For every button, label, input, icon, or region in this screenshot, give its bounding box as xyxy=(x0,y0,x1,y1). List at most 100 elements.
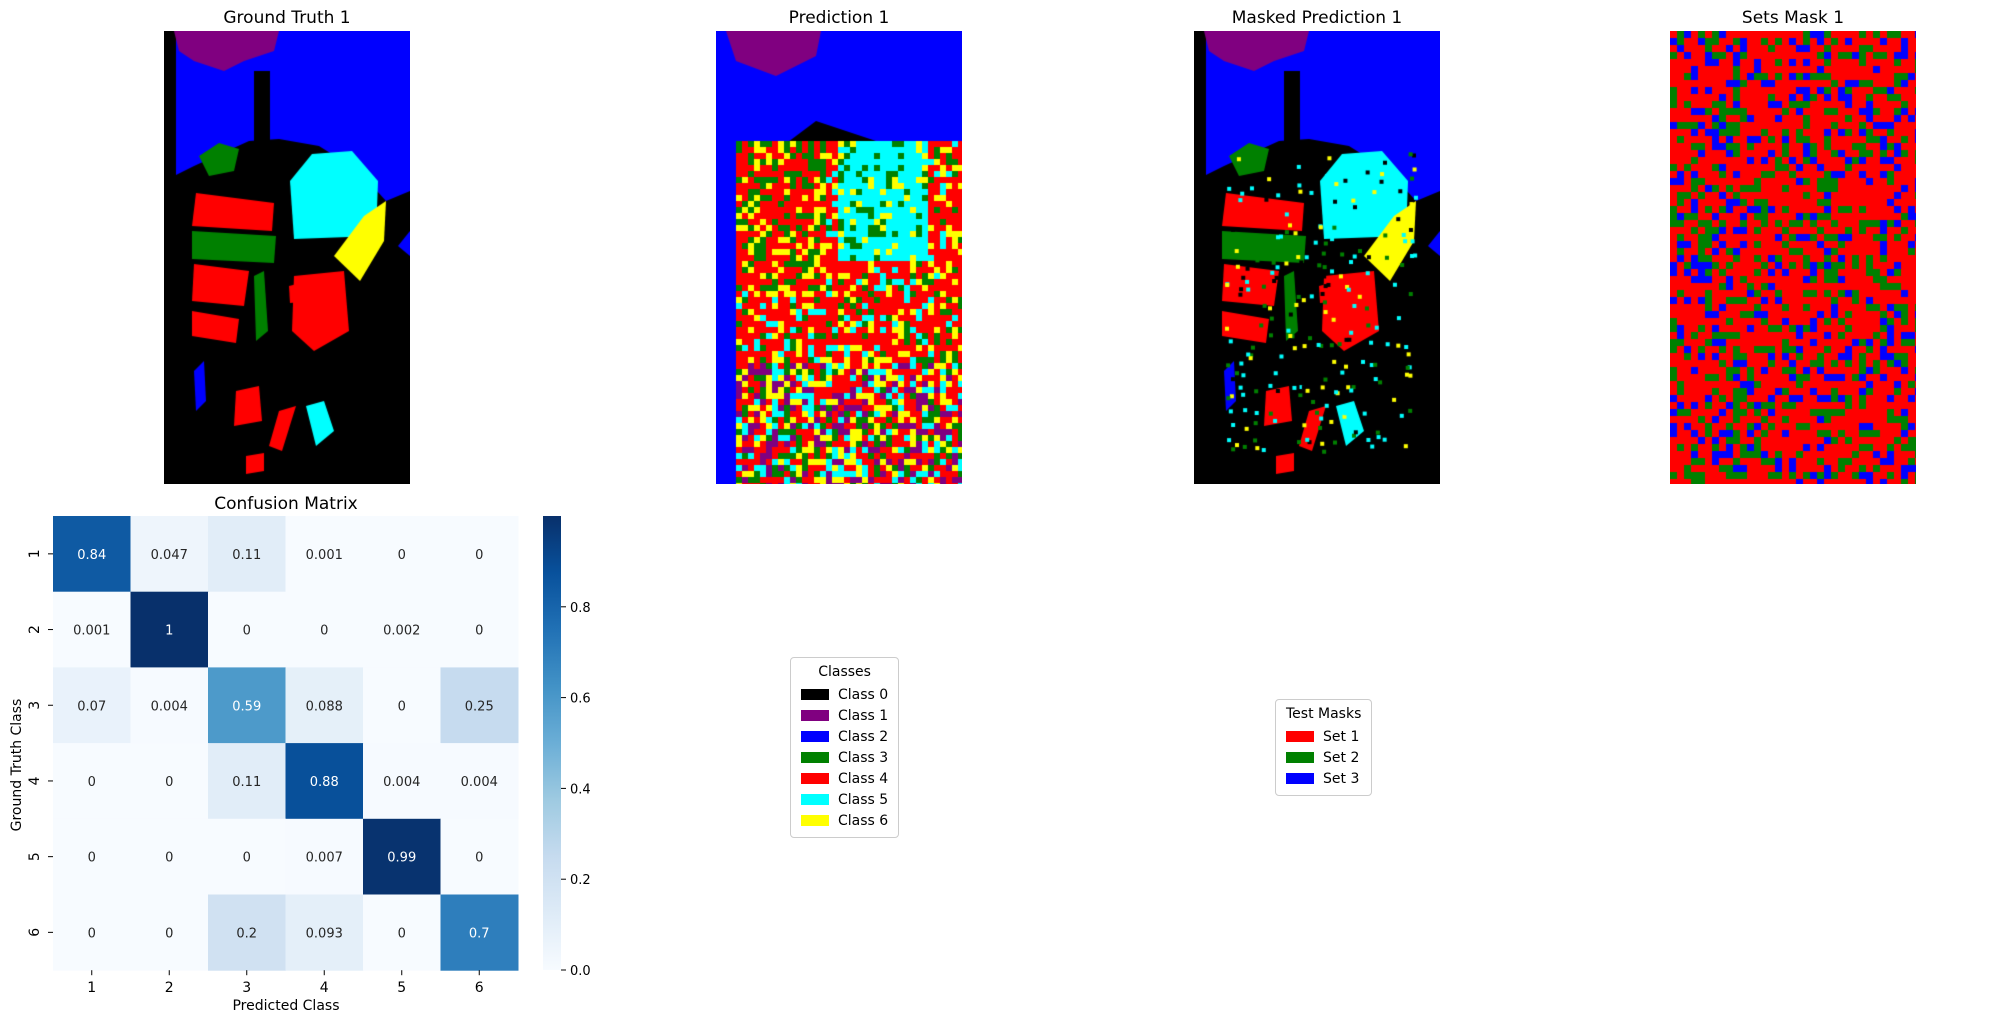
cell-value-label: 0 xyxy=(243,851,251,866)
cell-value-label: 0 xyxy=(165,851,173,866)
classes-legend-swatch xyxy=(801,731,829,742)
sets-legend-label: Set 1 xyxy=(1323,728,1360,745)
heatmap-cell xyxy=(53,591,131,668)
heatmap-cell xyxy=(53,894,131,971)
cell-value-label: 0.84 xyxy=(77,548,106,563)
sets-legend-swatch xyxy=(1286,773,1314,784)
x-tick-label: 6 xyxy=(475,980,484,996)
cell-value-label: 0 xyxy=(88,926,96,941)
heatmap-cell xyxy=(208,894,286,971)
cell-value-label: 0 xyxy=(475,548,483,563)
heatmap-cell xyxy=(285,591,364,668)
heatmap-cell xyxy=(440,894,519,971)
cell-value-label: 0.2 xyxy=(236,926,257,941)
heatmap-cell xyxy=(285,516,364,593)
cell-value-label: 0.88 xyxy=(310,775,339,790)
classes-legend-swatch xyxy=(801,689,829,700)
heatmap-cell xyxy=(208,591,286,668)
heatmap-cell xyxy=(53,818,131,895)
cell-value-label: 0.11 xyxy=(232,548,261,563)
x-tick-label: 5 xyxy=(397,980,406,996)
classes-legend: Classes Class 0 Class 1 Class 2 Class 3 Clas… xyxy=(790,657,900,838)
classes-legend-swatch xyxy=(801,710,829,721)
sets-legend-label: Set 2 xyxy=(1323,749,1360,766)
cell-value-label: 0 xyxy=(320,624,328,639)
y-tick-label: 2 xyxy=(27,625,43,634)
sets-legend-swatch xyxy=(1286,731,1314,742)
cell-value-label: 0 xyxy=(475,851,483,866)
classes-legend-label: Class 0 xyxy=(838,686,889,703)
heatmap-cell xyxy=(53,743,131,820)
cell-value-label: 0 xyxy=(88,775,96,790)
sets-legend-item: Set 2 xyxy=(1286,747,1361,768)
cell-value-label: 0.047 xyxy=(151,548,188,563)
x-axis-label: Predicted Class xyxy=(232,998,339,1011)
confusion-matrix-title: Confusion Matrix xyxy=(214,494,358,514)
y-tick-label: 5 xyxy=(27,852,43,861)
classes-legend-label: Class 5 xyxy=(838,791,889,808)
ground-truth-title: Ground Truth 1 xyxy=(223,8,351,28)
prediction-map xyxy=(716,31,962,484)
x-tick-label: 1 xyxy=(87,980,96,996)
y-axis-label: Ground Truth Class xyxy=(9,699,25,832)
heatmap-cell xyxy=(363,667,441,744)
heatmap-cell xyxy=(440,743,519,820)
cell-value-label: 0.001 xyxy=(73,624,110,639)
cell-value-label: 0.004 xyxy=(383,775,420,790)
y-tick-label: 6 xyxy=(27,928,43,937)
sets-legend-item: Set 3 xyxy=(1286,768,1361,789)
cell-value-label: 0.59 xyxy=(232,699,261,714)
classes-legend-item: Class 0 xyxy=(801,684,888,705)
confusion-matrix-chart: Confusion Matrix 0.84 0.047 0.11 0.001 0 00.0… xyxy=(9,494,591,1011)
colorbar xyxy=(543,516,561,970)
heatmap-cell xyxy=(285,667,364,744)
cell-value-label: 0 xyxy=(475,624,483,639)
cell-value-label: 0.99 xyxy=(387,851,416,866)
heatmap-cell xyxy=(130,818,209,895)
sets-legend-label: Set 3 xyxy=(1323,770,1360,787)
classes-legend-label: Class 3 xyxy=(838,749,889,766)
classes-legend-swatch xyxy=(801,794,829,805)
heatmap-cell xyxy=(440,818,519,895)
cell-value-label: 0.07 xyxy=(77,699,106,714)
cell-value-label: 1 xyxy=(165,624,173,639)
y-tick-label: 1 xyxy=(27,549,43,558)
test-masks-legend: Test Masks Set 1 Set 2 Set 3 xyxy=(1275,699,1373,796)
classes-legend-item: Class 1 xyxy=(801,705,888,726)
colorbar-tick-label: 0.8 xyxy=(570,601,591,616)
x-tick-label: 4 xyxy=(320,980,329,996)
cell-value-label: 0.25 xyxy=(465,699,494,714)
heatmap-cell xyxy=(363,516,441,593)
ground-truth-map xyxy=(164,31,410,484)
sets-legend-swatch xyxy=(1286,752,1314,763)
cell-value-label: 0 xyxy=(243,624,251,639)
y-tick-label: 4 xyxy=(27,776,43,785)
heatmap-cell xyxy=(285,743,364,820)
classes-legend-label: Class 2 xyxy=(838,728,889,745)
classes-legend-title: Classes xyxy=(818,664,871,680)
heatmap-cell xyxy=(363,894,441,971)
classes-legend-label: Class 6 xyxy=(838,812,889,829)
heatmap-cell xyxy=(440,516,519,593)
heatmap-cell xyxy=(53,516,131,593)
heatmap-cell xyxy=(285,894,364,971)
cell-value-label: 0.004 xyxy=(151,699,188,714)
classes-legend-item: Class 3 xyxy=(801,747,888,768)
classes-legend-label: Class 4 xyxy=(838,770,889,787)
cell-value-label: 0.11 xyxy=(232,775,261,790)
cell-value-label: 0 xyxy=(88,851,96,866)
prediction-title: Prediction 1 xyxy=(788,8,890,28)
cell-value-label: 0 xyxy=(398,699,406,714)
cell-value-label: 0.7 xyxy=(469,926,490,941)
masked-prediction-title: Masked Prediction 1 xyxy=(1231,8,1403,28)
heatmap-cell xyxy=(285,818,364,895)
cell-value-label: 0 xyxy=(398,926,406,941)
heatmap-cell xyxy=(363,818,441,895)
heatmap-cell xyxy=(208,743,286,820)
heatmap-cell xyxy=(130,894,209,971)
colorbar-tick-label: 0.0 xyxy=(570,964,591,979)
classes-legend-label: Class 1 xyxy=(838,707,889,724)
masked-prediction-map xyxy=(1194,31,1440,484)
x-tick-label: 3 xyxy=(242,980,251,996)
cell-value-label: 0 xyxy=(165,775,173,790)
